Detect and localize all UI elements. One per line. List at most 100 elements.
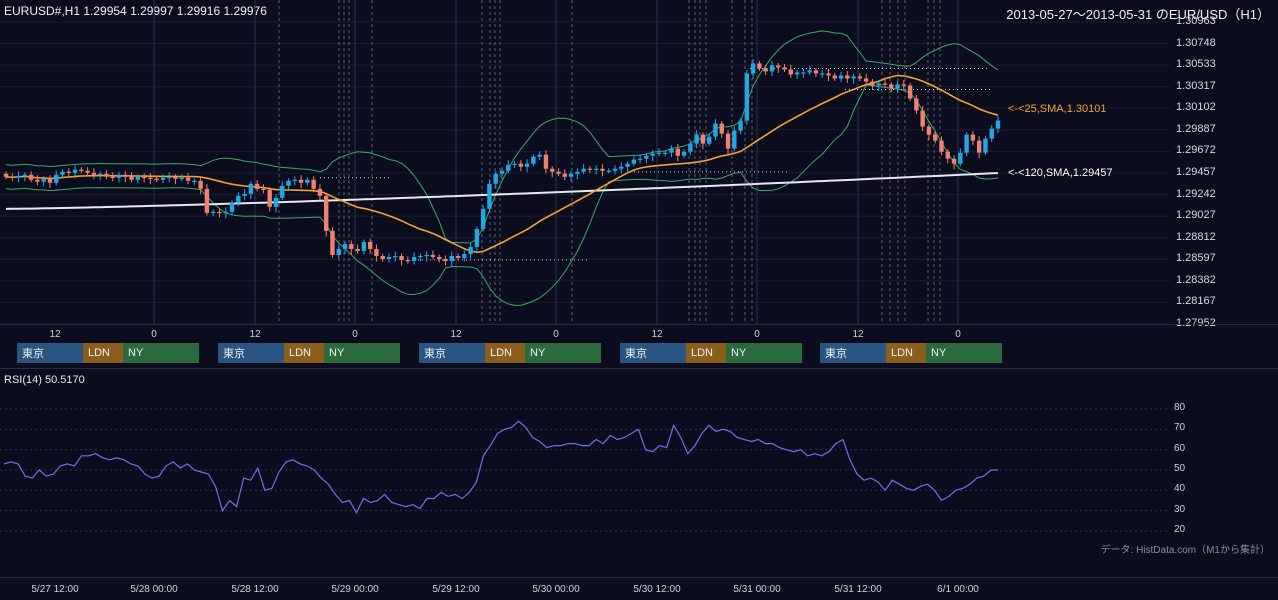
candle-body: [926, 126, 932, 135]
session-tokyo: 東京: [218, 343, 284, 363]
candle-body: [393, 255, 398, 258]
candle-body: [399, 255, 404, 261]
candle-body: [543, 154, 549, 169]
candle-body: [537, 154, 542, 157]
session-london: LDN: [83, 343, 123, 363]
candle-body: [386, 257, 392, 260]
rsi-tick-label: 70: [1174, 422, 1186, 434]
candle-body: [317, 188, 323, 196]
sma120-line: [5, 172, 999, 210]
time-tick-label: 12: [852, 329, 864, 340]
session-tokyo: 東京: [620, 343, 686, 363]
candle-body: [901, 84, 907, 86]
price-tick-label: 1.29887: [1176, 122, 1216, 135]
candle-body: [951, 158, 957, 164]
candle-body: [813, 70, 819, 74]
sma120-label: <-<120,SMA,1.29457: [1008, 167, 1113, 179]
candle-body: [60, 171, 65, 175]
candle-body: [933, 134, 938, 141]
candle-body: [16, 175, 21, 178]
rsi-tick-label: 80: [1174, 402, 1186, 413]
candle-body: [443, 259, 448, 262]
session-london: LDN: [284, 343, 324, 363]
candle-body: [970, 134, 976, 141]
session-tokyo: 東京: [820, 343, 886, 363]
candle-body: [217, 211, 222, 214]
time-tick-label: 12: [249, 329, 261, 340]
session-bar: 東京 LDN NY: [820, 343, 1002, 363]
candle-body: [757, 63, 762, 69]
candle-body: [336, 248, 341, 255]
rsi-chart: [0, 408, 1170, 532]
candle-body: [66, 171, 71, 173]
bollinger-lower: [5, 84, 999, 306]
time-tick-label: 12: [450, 329, 462, 340]
candle-body: [939, 140, 944, 152]
candle-body: [983, 138, 988, 153]
price-tick-label: 1.30533: [1176, 58, 1216, 71]
candle-body: [669, 148, 674, 153]
candle-body: [600, 168, 605, 171]
price-tick-label: 1.30963: [1176, 15, 1216, 27]
rsi-tick-label: 40: [1174, 483, 1186, 495]
session-london: LDN: [886, 343, 926, 363]
candle-body: [455, 255, 461, 259]
session-newyork: NY: [324, 343, 400, 363]
candle-body: [437, 257, 442, 260]
candle-body: [851, 76, 856, 79]
session-newyork: NY: [726, 343, 802, 363]
candle-body: [876, 83, 881, 86]
candle-body: [895, 84, 900, 89]
candle-body: [945, 151, 950, 159]
candle-body: [531, 156, 536, 164]
candle-body: [725, 133, 731, 149]
candle-body: [280, 185, 285, 198]
candle-body: [826, 73, 831, 76]
candle-body: [28, 174, 34, 180]
date-tick-label: 5/30 00:00: [532, 584, 580, 595]
candle-body: [267, 189, 272, 207]
candle-body: [405, 260, 411, 262]
candle-body: [342, 243, 348, 249]
candle-body: [656, 152, 662, 154]
candle-body: [568, 173, 574, 177]
session-bar: 東京 LDN NY: [218, 343, 400, 363]
symbol-info: EURUSD#,H1 1.29954 1.29997 1.29916 1.299…: [4, 4, 267, 18]
candle-body: [97, 173, 103, 175]
candle-body: [801, 72, 806, 74]
candle-body: [468, 246, 473, 254]
candle-body: [845, 75, 850, 79]
rsi-tick-label: 50: [1174, 463, 1186, 474]
candle-body: [22, 174, 28, 176]
candle-body: [518, 163, 524, 167]
candle-body: [976, 140, 982, 153]
candle-body: [35, 179, 40, 182]
candle-body: [129, 176, 134, 180]
session-tokyo: 東京: [17, 343, 83, 363]
rsi-tick-label: 60: [1174, 442, 1186, 454]
candle-body: [135, 176, 141, 180]
candle-body: [914, 98, 919, 111]
candle-body: [487, 183, 492, 209]
candle-body: [776, 65, 781, 68]
candle-body: [738, 120, 743, 131]
candle-body: [198, 180, 203, 189]
candle-body: [663, 152, 668, 154]
candle-body: [650, 153, 655, 156]
candle-body: [254, 183, 260, 189]
candle-body: [857, 76, 863, 79]
candle-body: [832, 75, 837, 79]
session-bar: 東京 LDN NY: [17, 343, 199, 363]
candle-body: [154, 178, 159, 180]
price-tick-label: 1.29457: [1176, 166, 1216, 178]
candle-body: [298, 179, 304, 183]
candle-body: [863, 78, 869, 82]
candle-body: [173, 176, 178, 179]
candle-body: [430, 254, 436, 258]
candle-body: [681, 151, 687, 156]
candle-body: [581, 168, 586, 172]
candle-body: [367, 241, 373, 249]
candle-body: [242, 193, 247, 196]
date-tick-label: 5/28 00:00: [130, 584, 178, 595]
date-tick-label: 5/27 12:00: [31, 584, 79, 595]
